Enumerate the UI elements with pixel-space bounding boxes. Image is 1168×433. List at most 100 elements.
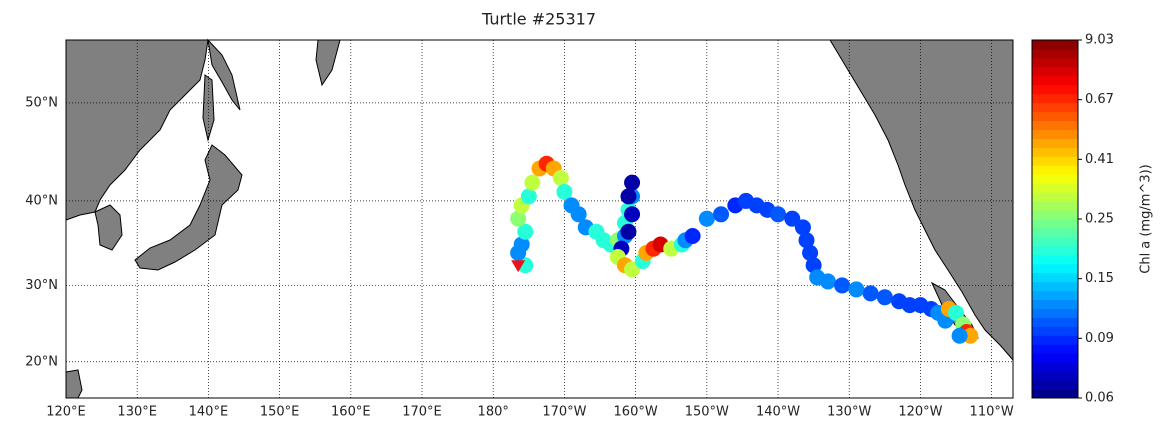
colorbar-tick-label: 0.15: [1085, 271, 1114, 286]
y-tick-label: 20°N: [25, 354, 58, 369]
colorbar-step: [1032, 210, 1078, 220]
colorbar-step: [1032, 165, 1078, 175]
map-background: [66, 40, 1013, 398]
axes: 120°E 130°E 140°E 150°E 160°E 170°E 180° 170°W 1…: [25, 95, 1014, 419]
x-tick-label: 170°E: [402, 405, 442, 420]
x-tick-label: 140°E: [189, 405, 229, 420]
colorbar-step: [1032, 389, 1078, 399]
kamchatka: [207, 38, 241, 111]
colorbar-step: [1032, 120, 1078, 130]
colorbar-tick-label: 0.25: [1085, 212, 1114, 227]
track-point: [802, 244, 819, 261]
track-point: [624, 174, 641, 191]
track-point: [862, 285, 879, 302]
track-point: [805, 257, 822, 274]
track: [510, 155, 979, 344]
colorbar-step: [1032, 245, 1078, 256]
colorbar-tick-label: 9.03: [1085, 33, 1114, 48]
colorbar-step: [1032, 344, 1078, 354]
start-marker: [511, 260, 526, 273]
track-point: [520, 188, 537, 205]
x-tick-label: 120°E: [46, 405, 86, 420]
x-tick-label: 180°: [478, 405, 509, 420]
colorbar-step: [1032, 362, 1078, 372]
track-point: [552, 169, 569, 186]
x-tick-label: 130°E: [117, 405, 157, 420]
x-tick-label: 110°W: [970, 405, 1014, 420]
colorbar-step: [1032, 40, 1078, 50]
colorbar-step: [1032, 48, 1078, 59]
colorbar-tick-label: 0.67: [1085, 92, 1114, 107]
colorbar-frame: [1031, 39, 1079, 399]
track-point: [819, 273, 836, 290]
colorbar-step: [1032, 183, 1078, 193]
track-point: [848, 281, 865, 298]
colorbar-step: [1032, 371, 1078, 381]
colorbar-step: [1032, 227, 1078, 238]
track-point: [834, 277, 851, 294]
x-tick-label: 160°W: [614, 405, 658, 420]
colorbar-step: [1032, 353, 1078, 363]
colorbar-step: [1032, 326, 1078, 336]
track-point: [794, 219, 811, 236]
sakhalin: [202, 74, 215, 142]
track-point: [517, 223, 534, 240]
colorbar-step: [1032, 75, 1078, 86]
track-point: [876, 289, 893, 306]
colorbar-step: [1032, 219, 1078, 229]
x-tick-label: 150°E: [260, 405, 300, 420]
x-tick-label: 170°W: [542, 405, 586, 420]
track-point: [784, 210, 801, 227]
track-point: [684, 227, 701, 244]
colorbar-label: Chl a (mg/m^3)): [1139, 164, 1154, 274]
colorbar-tick-label: 0.41: [1085, 152, 1114, 167]
colorbar-step: [1032, 236, 1078, 247]
colorbar-step: [1032, 290, 1078, 301]
colorbar-step: [1032, 281, 1078, 292]
y-tick-label: 40°N: [25, 193, 58, 208]
track-point: [510, 210, 527, 227]
track-point: [513, 236, 530, 253]
colorbar-step: [1032, 66, 1078, 77]
chart-title: Turtle #25317: [481, 10, 596, 29]
x-tick-label: 140°W: [756, 405, 800, 420]
track-point: [524, 174, 541, 191]
colorbar-tick-label: 0.06: [1085, 391, 1114, 406]
colorbar: 0.06 0.09 0.15 0.25 0.41 0.67 9.03: [1032, 33, 1114, 406]
colorbar-step: [1032, 138, 1078, 148]
colorbar-step: [1032, 380, 1078, 390]
colorbar-step: [1032, 156, 1078, 166]
korea: [94, 204, 123, 251]
track-point: [620, 188, 637, 205]
colorbar-step: [1032, 317, 1078, 327]
track-point: [570, 206, 587, 223]
colorbar-step: [1032, 192, 1078, 202]
track-point: [770, 206, 787, 223]
colorbar-step: [1032, 335, 1078, 345]
colorbar-step: [1032, 299, 1078, 309]
y-tick-label: 50°N: [25, 95, 58, 110]
colorbar-tick-label: 0.09: [1085, 331, 1114, 346]
x-tick-label: 120°W: [898, 405, 942, 420]
colorbar-step: [1032, 129, 1078, 139]
colorbar-step: [1032, 201, 1078, 211]
colorbar-step: [1032, 254, 1078, 265]
x-tick-label: 150°W: [685, 405, 729, 420]
track-point: [698, 210, 715, 227]
track-point: [624, 206, 641, 223]
map-frame: [65, 39, 1014, 399]
track-point: [798, 232, 815, 249]
colorbar-step: [1032, 84, 1078, 95]
track-point: [948, 304, 965, 321]
x-tick-label: 160°E: [331, 405, 371, 420]
colorbar-step: [1032, 263, 1078, 274]
track-point: [951, 327, 968, 344]
colorbar-step: [1032, 102, 1078, 113]
track-point: [620, 223, 637, 240]
track-point: [556, 183, 573, 200]
colorbar-step: [1032, 57, 1078, 68]
colorbar-step: [1032, 147, 1078, 157]
north-america: [829, 39, 1014, 362]
